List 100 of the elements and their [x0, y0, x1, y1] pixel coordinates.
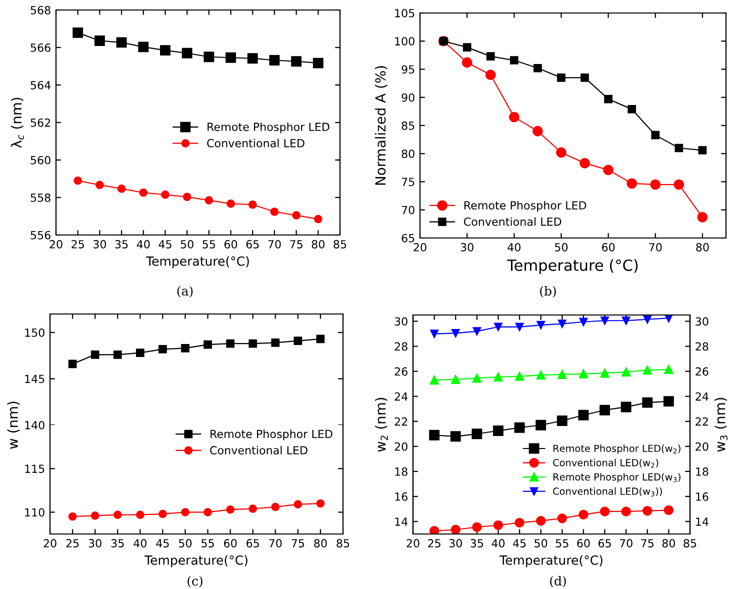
- x-tick-label: 80: [314, 539, 327, 548]
- point: [622, 367, 631, 376]
- x-tick-label: 80: [696, 243, 709, 252]
- point: [643, 315, 652, 324]
- point: [226, 52, 236, 63]
- x-tick-label: 75: [290, 240, 302, 248]
- point: [698, 146, 707, 154]
- y-tick-label: 105: [395, 8, 414, 18]
- point: [462, 43, 472, 52]
- point: [312, 58, 324, 68]
- x-tick-label: 45: [158, 240, 172, 248]
- x-tick-label: 55: [202, 240, 216, 248]
- x-tick-label: 30: [93, 240, 106, 248]
- point: [68, 512, 77, 521]
- y-tick-label: 566: [30, 43, 50, 52]
- point: [204, 196, 214, 204]
- x-tick-label: 80: [662, 539, 676, 548]
- y2-tick-label: 26: [696, 367, 708, 376]
- x-tick-label: 70: [269, 539, 282, 548]
- point: [510, 56, 518, 64]
- point: [248, 504, 258, 513]
- x-tick-label: 50: [534, 539, 548, 548]
- point: [556, 416, 568, 426]
- x-axis-title: Temperature (°C): [507, 259, 638, 274]
- point: [536, 370, 546, 380]
- point: [621, 506, 631, 516]
- point: [472, 522, 482, 532]
- point: [600, 316, 609, 325]
- point: [271, 502, 280, 512]
- point: [514, 518, 524, 528]
- y2-tick-label: 16: [696, 492, 708, 501]
- point: [294, 500, 302, 509]
- point: [579, 318, 588, 326]
- point: [74, 176, 82, 185]
- x-tick-label: 60: [577, 539, 590, 548]
- x-tick-label: 65: [246, 240, 259, 248]
- y-tick-label: 562: [30, 118, 50, 127]
- point: [493, 426, 504, 436]
- x-tick-label: 20: [44, 539, 56, 548]
- point: [450, 431, 461, 442]
- point: [451, 328, 460, 338]
- y-tick-label: 18: [395, 467, 408, 476]
- point: [90, 512, 100, 520]
- x-tick-label: 35: [470, 539, 484, 548]
- y-tick-label: 16: [395, 492, 408, 501]
- point: [117, 184, 126, 193]
- point: [181, 344, 190, 352]
- y-tick-label: 22: [394, 417, 408, 426]
- x-tick-label: 75: [292, 539, 304, 548]
- point: [642, 366, 652, 375]
- point: [494, 372, 503, 382]
- point: [508, 112, 520, 122]
- point: [158, 344, 167, 354]
- x-tick-label: 45: [156, 539, 169, 548]
- point: [558, 320, 566, 328]
- x-tick-label: 60: [602, 243, 615, 252]
- text: (d): [550, 576, 566, 588]
- legend-label: Remote Phosphor LED: [464, 200, 586, 212]
- legend-label: Conventional LED: [207, 138, 304, 148]
- point: [622, 316, 630, 325]
- point: [430, 376, 439, 385]
- y-tick-label: 26: [394, 367, 408, 376]
- x-tick-label: 30: [449, 539, 462, 548]
- y-tick-label: 75: [402, 178, 414, 186]
- point: [182, 192, 192, 202]
- point: [462, 57, 472, 68]
- y-axis-title: λ$_{c}$ (nm): [10, 98, 24, 148]
- point: [181, 508, 190, 516]
- y-tick-label: 14: [395, 518, 408, 526]
- legend-label: Conventional LED(w$_{2}$): [553, 458, 658, 468]
- y-tick-label: 100: [395, 37, 414, 46]
- point: [532, 126, 543, 136]
- legend-label: Remote Phosphor LED(w$_{3}$): [553, 473, 680, 482]
- y-tick-label: 150: [25, 328, 44, 337]
- legend-label: Conventional LED(w$_{3}$)): [553, 487, 662, 496]
- point: [604, 94, 612, 104]
- point: [139, 188, 148, 197]
- y-tick-label: 564: [30, 80, 51, 90]
- point: [161, 190, 170, 199]
- point: [650, 179, 661, 190]
- x-tick-label: 65: [246, 539, 259, 548]
- x-tick-label: 50: [179, 539, 192, 548]
- point: [580, 158, 590, 168]
- x-tick-label: 65: [598, 539, 611, 548]
- legend-label: Conventional LED: [464, 217, 562, 226]
- x-tick-label: 25: [66, 539, 79, 548]
- point: [600, 368, 610, 378]
- point: [270, 208, 279, 216]
- point: [536, 420, 546, 430]
- x-tick-label: 60: [224, 240, 238, 248]
- point: [578, 369, 588, 378]
- point: [578, 410, 589, 420]
- y-axis-title: Normalized A (%): [374, 66, 388, 185]
- point: [160, 45, 170, 56]
- point: [113, 510, 122, 519]
- point: [472, 374, 482, 383]
- legend-label: Conventional LED: [210, 446, 308, 454]
- point: [557, 74, 566, 82]
- y-axis-title: w$_{2}$ (nm): [375, 398, 388, 452]
- point: [558, 370, 567, 379]
